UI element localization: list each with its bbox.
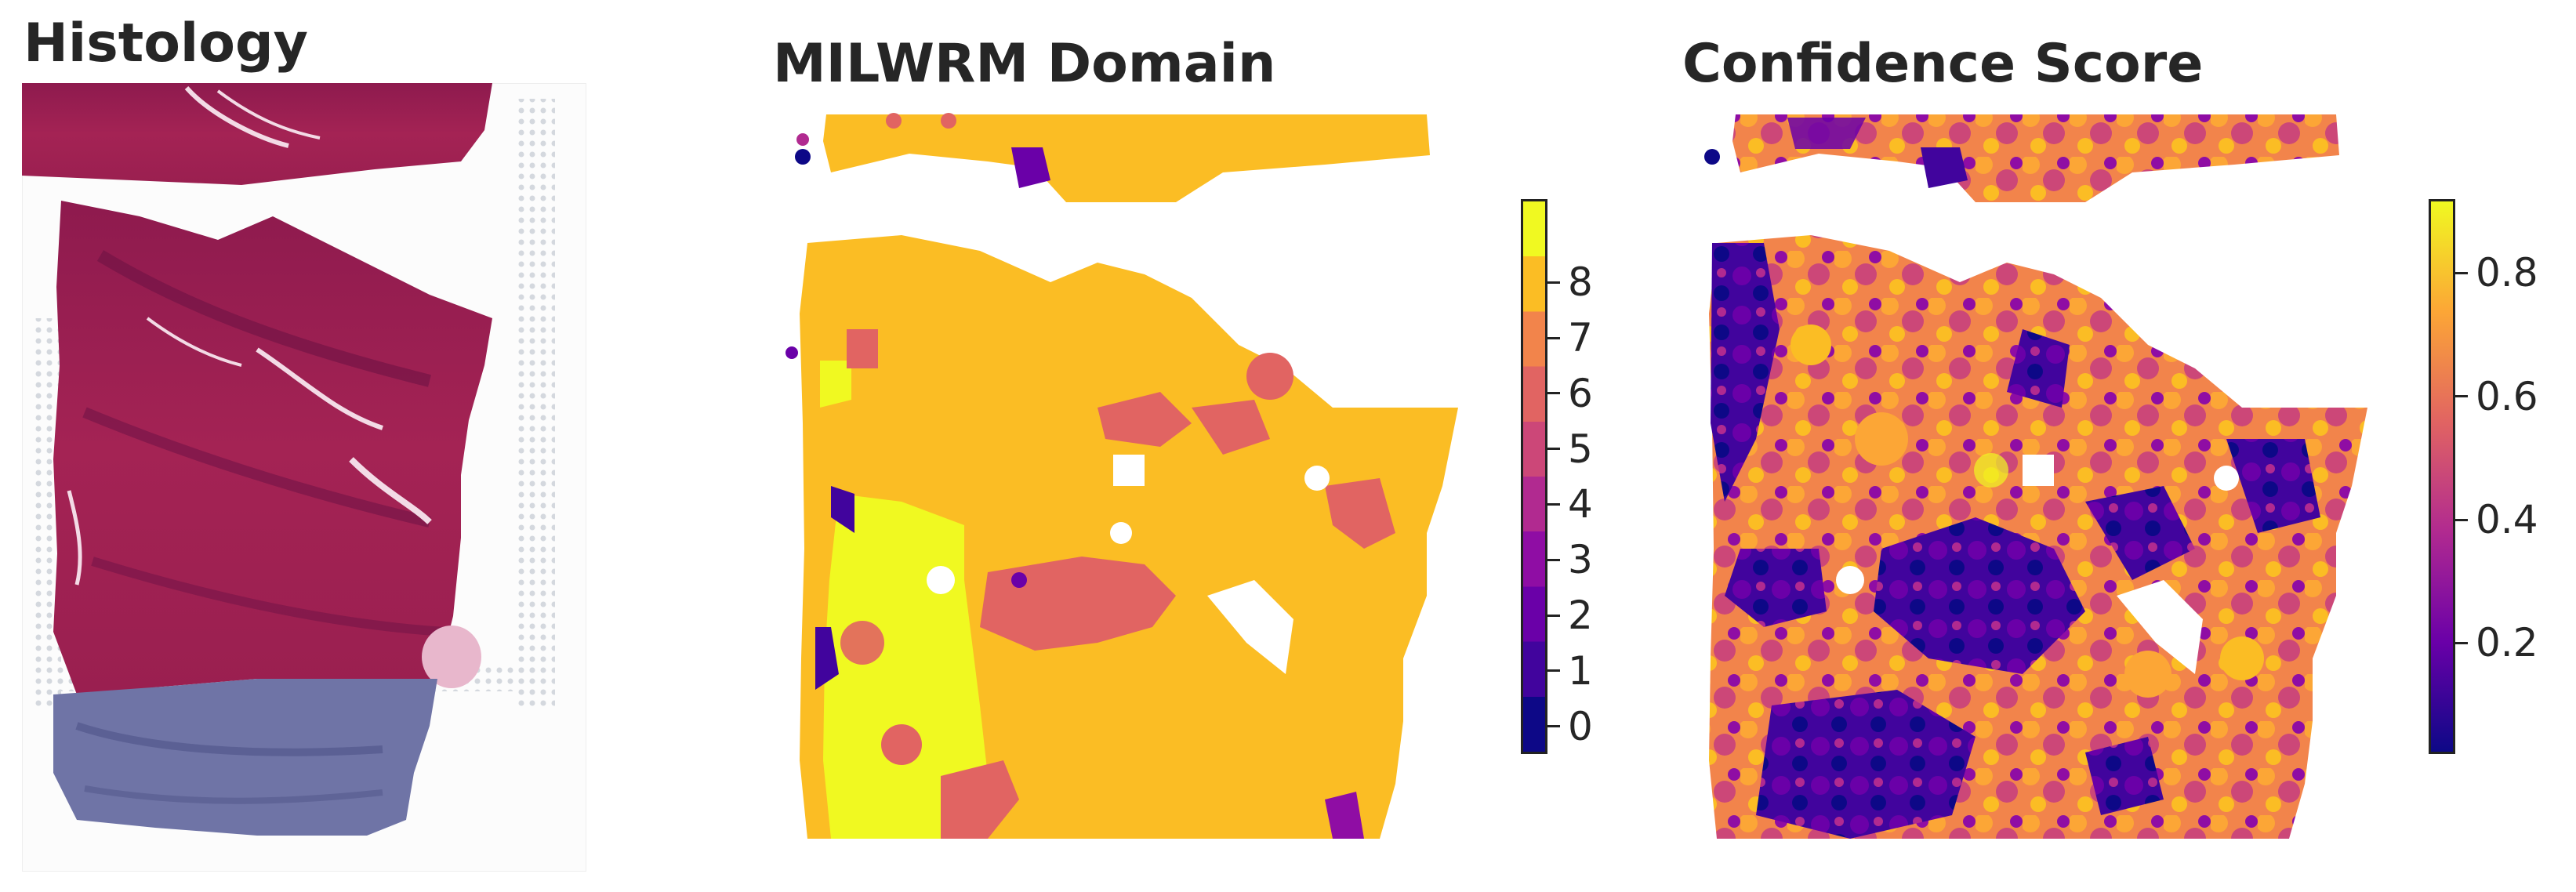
confidence-title: Confidence Score	[1682, 33, 2204, 95]
domain-colorbar-tick-label: 6	[1568, 370, 1593, 416]
confidence-colorbar-bar	[2429, 199, 2455, 754]
confidence-colorbar-tick-label: 0.8	[2476, 250, 2538, 296]
histology-title: Histology	[24, 13, 308, 74]
tissue-blue-region	[53, 679, 437, 836]
domain-colorbar-tick-label: 8	[1568, 259, 1593, 306]
domain-5-patch-a	[980, 557, 1176, 651]
domain-colorbar-tick-label: 0	[1568, 703, 1593, 749]
confidence-colorbar-tick-label: 0.6	[2476, 373, 2538, 419]
domain-map	[784, 110, 1474, 847]
domain-colorbar-tick-label: 2	[1568, 593, 1593, 638]
domain-5-patch-b	[941, 760, 1019, 839]
histology-image	[22, 83, 586, 872]
domain-colorbar-tick-label: 1	[1568, 647, 1593, 694]
domain-top-strip	[823, 114, 1430, 202]
domain-title: MILWRM Domain	[773, 33, 1276, 95]
domain-colorbar-tick-label: 7	[1568, 315, 1593, 361]
confidence-colorbar-tick-label: 0.2	[2476, 620, 2538, 666]
confidence-top-strip	[1732, 114, 2339, 202]
tissue-main-block	[53, 201, 492, 694]
domain-colorbar-tick-label: 4	[1568, 481, 1593, 528]
confidence-map	[1693, 110, 2383, 847]
domain-colorbar-tick-label: 3	[1568, 537, 1593, 583]
domain-colorbar-bar	[1521, 199, 1547, 754]
confidence-main-block	[1709, 235, 2367, 839]
confidence-colorbar-tick-label: 0.4	[2476, 497, 2538, 543]
domain-colorbar-tick-label: 5	[1568, 426, 1593, 472]
